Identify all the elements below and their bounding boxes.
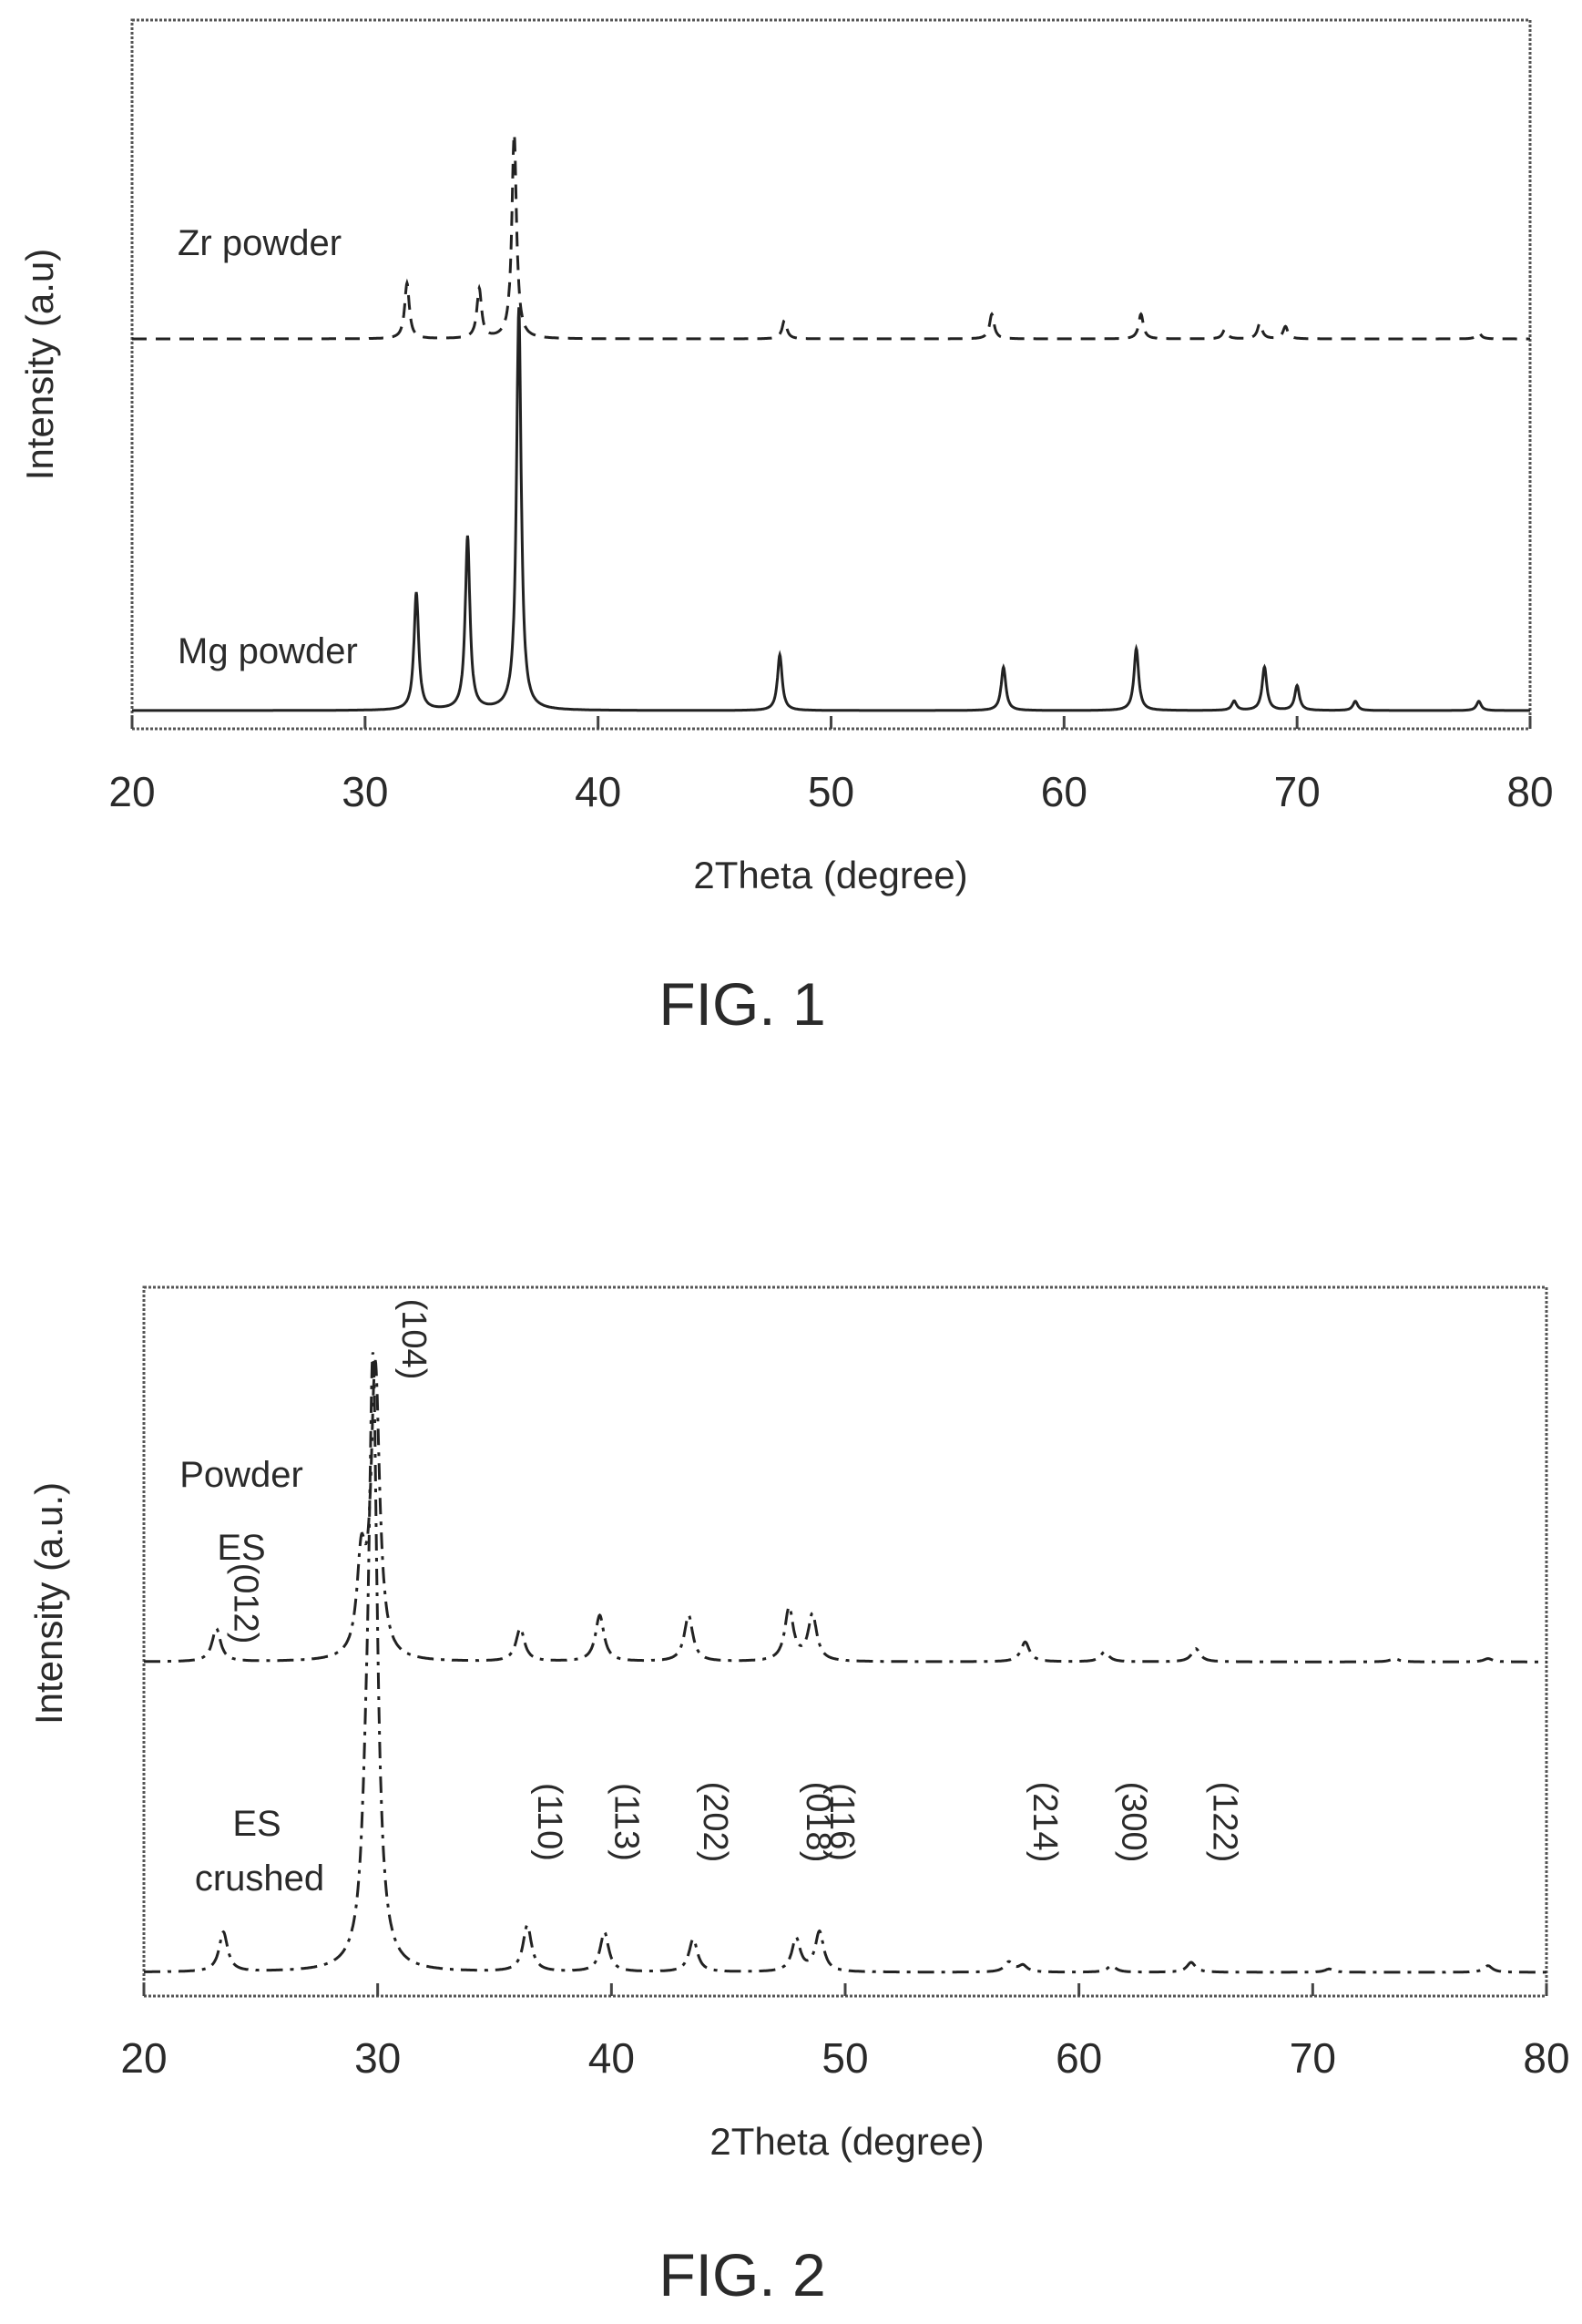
fig1-plot-frame [130, 18, 1532, 731]
x-tick-label: 30 [354, 2034, 401, 2082]
x-tick-label: 70 [1290, 2034, 1336, 2082]
fig1-y-axis-title: Intensity (a.u) [18, 249, 61, 480]
fig2-series-label-powder-es-line1: Powder [179, 1455, 303, 1495]
fig2-x-axis-title: 2Theta (degree) [709, 2120, 984, 2163]
fig2-chart: 20 30 40 50 60 70 80 (104) (012) (110) (113) (202)… [27, 1285, 1570, 2309]
fig1-series-label-mg: Mg powder [178, 631, 358, 671]
x-tick-label: 20 [120, 2034, 167, 2082]
fig1-x-axis-title: 2Theta (degree) [693, 854, 967, 896]
fig1-series [132, 134, 1530, 712]
fig1-series-label-zr: Zr powder [178, 223, 342, 263]
fig1-caption: FIG. 1 [658, 970, 825, 1038]
series-line-zr-powder [132, 134, 1530, 341]
x-tick-label: 50 [808, 768, 854, 815]
series-line-mg-powder [132, 307, 1530, 712]
x-tick-label: 20 [108, 768, 155, 815]
peak-annotation: (113) [607, 1783, 646, 1861]
peak-annotation: (104) [394, 1299, 433, 1380]
x-tick-label: 30 [342, 768, 388, 815]
series-line-es-crushed [144, 1352, 1546, 1974]
x-tick-label: 60 [1041, 768, 1087, 815]
peak-annotation: (116) [822, 1783, 861, 1861]
x-tick-label: 70 [1274, 768, 1321, 815]
peak-annotation: (012) [226, 1563, 264, 1644]
peak-annotation: (300) [1115, 1782, 1153, 1863]
series-line-powder-es [144, 1359, 1546, 1664]
fig1-ticks: 20 30 40 50 60 70 80 [108, 716, 1554, 815]
peak-annotation: (122) [1206, 1782, 1244, 1863]
x-tick-label: 60 [1056, 2034, 1102, 2082]
x-tick-label: 40 [588, 2034, 635, 2082]
x-tick-label: 80 [1506, 768, 1553, 815]
peak-annotation: (110) [530, 1783, 568, 1861]
peak-annotation: (214) [1026, 1782, 1064, 1863]
peak-annotation: (018) [799, 1782, 837, 1863]
fig2-ticks: 20 30 40 50 60 70 80 [120, 1983, 1570, 2082]
fig2-peak-annotations: (104) (012) (110) (113) (202) (018)(116) (214)… [226, 1299, 1243, 1863]
fig2-series [144, 1352, 1546, 1974]
fig1-chart: 20 30 40 50 60 70 80 Zr powder Mg powder 2Thet… [18, 18, 1554, 1038]
fig2-caption: FIG. 2 [658, 2241, 825, 2309]
x-tick-label: 50 [822, 2034, 868, 2082]
x-tick-label: 80 [1523, 2034, 1569, 2082]
fig2-series-label-powder-es-line2: ES [217, 1528, 265, 1568]
fig2-series-label-es-crushed-line2: crushed [195, 1858, 324, 1899]
fig2-y-axis-title: Intensity (a.u.) [27, 1482, 70, 1725]
fig2-plot-frame [142, 1285, 1548, 1998]
peak-annotation: (202) [696, 1782, 734, 1863]
x-tick-label: 40 [575, 768, 621, 815]
fig2-series-label-es-crushed-line1: ES [232, 1804, 281, 1844]
